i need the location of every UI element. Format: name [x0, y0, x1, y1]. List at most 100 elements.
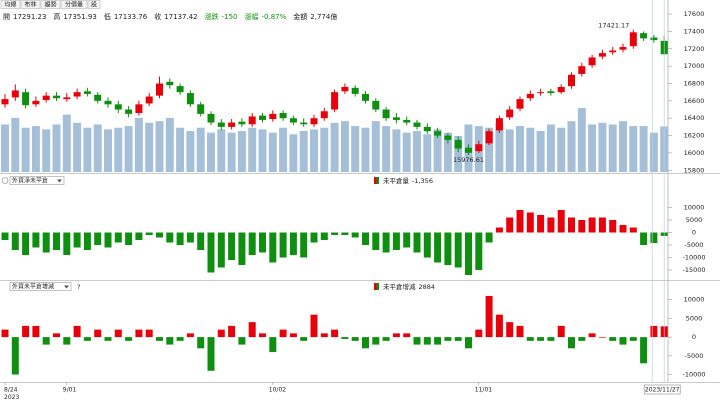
- bar: [11, 337, 19, 375]
- quote-label: 漲跌: [205, 12, 219, 21]
- bar: [362, 232, 369, 245]
- select-arrow: [57, 179, 62, 183]
- volume-bar: [485, 127, 494, 172]
- bar: [320, 232, 328, 240]
- indicator-select[interactable]: [9, 282, 72, 291]
- bar: [238, 337, 246, 345]
- y-tick-label: 17000: [684, 62, 705, 70]
- candle-body: [609, 50, 617, 53]
- volume-bar: [134, 117, 143, 172]
- indicator-select-label: 外資淨未平倉: [12, 176, 48, 184]
- close-icon[interactable]: [1, 177, 9, 184]
- candle-body: [372, 100, 380, 110]
- toolbar-tab[interactable]: [0, 0, 21, 9]
- volume-bar: [176, 127, 185, 172]
- x-tick-label: 2023/11/27: [645, 387, 680, 394]
- bar: [11, 232, 19, 250]
- y-tick-label: 17200: [684, 45, 705, 53]
- bar: [629, 227, 637, 233]
- bar: [125, 337, 133, 341]
- bar: [403, 232, 411, 248]
- bar: [42, 232, 50, 253]
- bar: [475, 329, 483, 338]
- bar: [228, 325, 236, 338]
- indicator-select[interactable]: [9, 176, 65, 185]
- bar: [413, 232, 421, 253]
- candle-body: [516, 99, 524, 109]
- candle-body: [362, 93, 369, 101]
- candle-body: [578, 66, 586, 74]
- candle-body: [289, 118, 297, 123]
- candle-body: [300, 122, 308, 125]
- quote-label: 收: [154, 12, 161, 21]
- candle-body: [650, 37, 658, 41]
- y-tick-label: 10000: [684, 296, 705, 304]
- volume-bar: [361, 127, 370, 172]
- y-tick-label: 16200: [684, 132, 705, 140]
- x-tick-label: 10/02: [269, 387, 286, 394]
- bar: [609, 220, 617, 233]
- quote-value: 17291.23: [13, 13, 46, 21]
- toolbar-tab[interactable]: [20, 0, 41, 9]
- quote-label: 漲幅: [245, 12, 259, 21]
- bar: [310, 232, 318, 243]
- bar: [434, 232, 442, 263]
- bar: [341, 337, 349, 339]
- volume-bar: [237, 131, 246, 172]
- quote-label: 高: [53, 12, 60, 21]
- toolbar-tab[interactable]: [60, 0, 88, 9]
- toolbar-tab-label: 趨勢: [44, 0, 56, 8]
- bar: [73, 232, 81, 248]
- bar: [217, 329, 225, 338]
- bar: [279, 329, 287, 338]
- candle-body: [125, 109, 133, 114]
- candle-body: [454, 139, 462, 149]
- candle-body: [413, 122, 421, 127]
- volume-bar: [577, 108, 586, 172]
- bar: [351, 337, 359, 341]
- bar: [114, 232, 122, 243]
- toolbar-tab[interactable]: [40, 0, 61, 9]
- bar: [94, 232, 102, 245]
- help-icon[interactable]: ?: [77, 283, 80, 291]
- bar: [475, 232, 483, 270]
- toolbar-tab[interactable]: [87, 0, 101, 9]
- volume-bar: [423, 134, 432, 172]
- volume-bar: [145, 122, 154, 172]
- candle-body: [320, 111, 328, 119]
- bar: [32, 325, 40, 338]
- volume-bar: [1, 124, 9, 172]
- bar: [598, 217, 606, 233]
- crosshair-label-box: [643, 384, 681, 395]
- volume-bar: [382, 126, 391, 172]
- candle-body: [403, 119, 411, 123]
- volume-bar: [217, 129, 226, 172]
- candle-body: [485, 131, 493, 144]
- candle-body: [506, 109, 514, 118]
- quote-value: 17133.76: [114, 13, 148, 21]
- volume-bar: [227, 132, 236, 172]
- volume-bar: [320, 127, 329, 172]
- candle-body: [557, 86, 565, 93]
- bar: [547, 217, 555, 233]
- candle-body: [495, 118, 503, 131]
- quote-value: -150: [222, 13, 238, 21]
- candle-body: [156, 83, 163, 96]
- x-tick-label: 8/24: [4, 387, 18, 394]
- volume-bar: [31, 126, 40, 172]
- bar: [176, 337, 184, 341]
- bar: [279, 232, 287, 258]
- bar: [413, 337, 421, 345]
- legend-text: 未平倉量 -1,356: [383, 176, 433, 185]
- volume-bar: [248, 127, 257, 172]
- volume-bar: [340, 121, 349, 172]
- volume-bar: [104, 129, 112, 172]
- bar: [557, 325, 565, 338]
- bar: [125, 232, 133, 245]
- candle-body: [63, 97, 71, 100]
- bar: [63, 337, 71, 345]
- bar: [83, 232, 91, 250]
- bar: [145, 329, 153, 338]
